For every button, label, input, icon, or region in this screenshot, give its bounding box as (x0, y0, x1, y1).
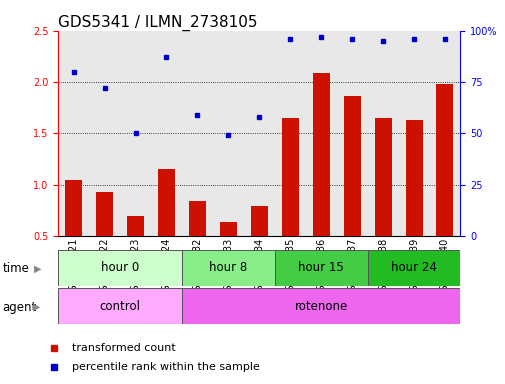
Bar (220, 222, 236, 236)
Bar (274, 250, 367, 286)
Bar (58, 250, 182, 286)
Text: hour 8: hour 8 (209, 262, 247, 274)
Bar (182, 288, 460, 324)
Bar (281, 118, 298, 236)
Bar (182, 250, 274, 286)
Text: rotenone: rotenone (294, 300, 347, 313)
Text: ▶: ▶ (33, 302, 40, 312)
Bar (65, 180, 82, 236)
Bar (374, 118, 391, 236)
Bar (188, 201, 206, 236)
Text: time: time (3, 262, 29, 275)
Text: hour 0: hour 0 (101, 262, 139, 274)
Bar (312, 73, 329, 236)
Bar (343, 96, 360, 236)
Bar (58, 288, 182, 324)
Text: transformed count: transformed count (72, 343, 175, 353)
Text: hour 15: hour 15 (298, 262, 343, 274)
Text: ▶: ▶ (34, 264, 42, 274)
Text: hour 24: hour 24 (390, 262, 436, 274)
Bar (158, 169, 175, 236)
Bar (367, 250, 460, 286)
Bar (436, 84, 452, 236)
Bar (250, 206, 267, 236)
Text: control: control (99, 300, 140, 313)
Text: percentile rank within the sample: percentile rank within the sample (72, 362, 259, 372)
Text: agent: agent (3, 301, 37, 314)
Bar (127, 216, 144, 236)
Text: GDS5341 / ILMN_2738105: GDS5341 / ILMN_2738105 (58, 15, 257, 31)
Bar (405, 120, 422, 236)
Bar (96, 192, 113, 236)
